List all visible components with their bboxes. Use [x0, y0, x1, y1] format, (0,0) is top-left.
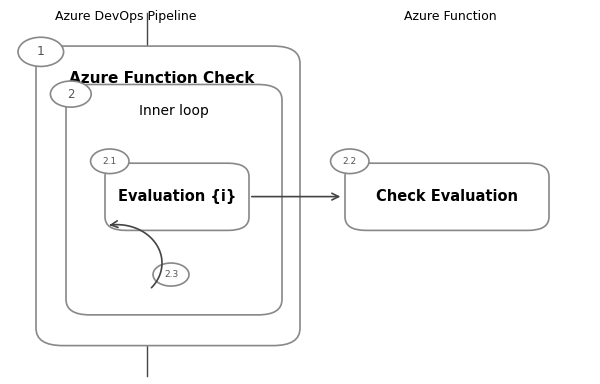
Circle shape — [91, 149, 129, 174]
FancyBboxPatch shape — [36, 46, 300, 346]
Circle shape — [18, 37, 64, 66]
FancyBboxPatch shape — [66, 84, 282, 315]
Circle shape — [153, 263, 189, 286]
FancyBboxPatch shape — [105, 163, 249, 230]
Circle shape — [50, 81, 91, 107]
Text: 2.1: 2.1 — [103, 157, 117, 166]
Text: Evaluation {i}: Evaluation {i} — [118, 189, 236, 204]
Text: 2.2: 2.2 — [343, 157, 357, 166]
Text: 2.3: 2.3 — [164, 270, 178, 279]
Text: Check Evaluation: Check Evaluation — [376, 189, 518, 204]
Text: Azure Function: Azure Function — [404, 10, 496, 23]
Text: 1: 1 — [37, 45, 45, 58]
Text: Azure DevOps Pipeline: Azure DevOps Pipeline — [55, 10, 197, 23]
FancyBboxPatch shape — [345, 163, 549, 230]
Text: Azure Function Check: Azure Function Check — [69, 71, 254, 86]
Text: Inner loop: Inner loop — [139, 104, 209, 118]
Text: 2: 2 — [67, 88, 74, 101]
Circle shape — [331, 149, 369, 174]
